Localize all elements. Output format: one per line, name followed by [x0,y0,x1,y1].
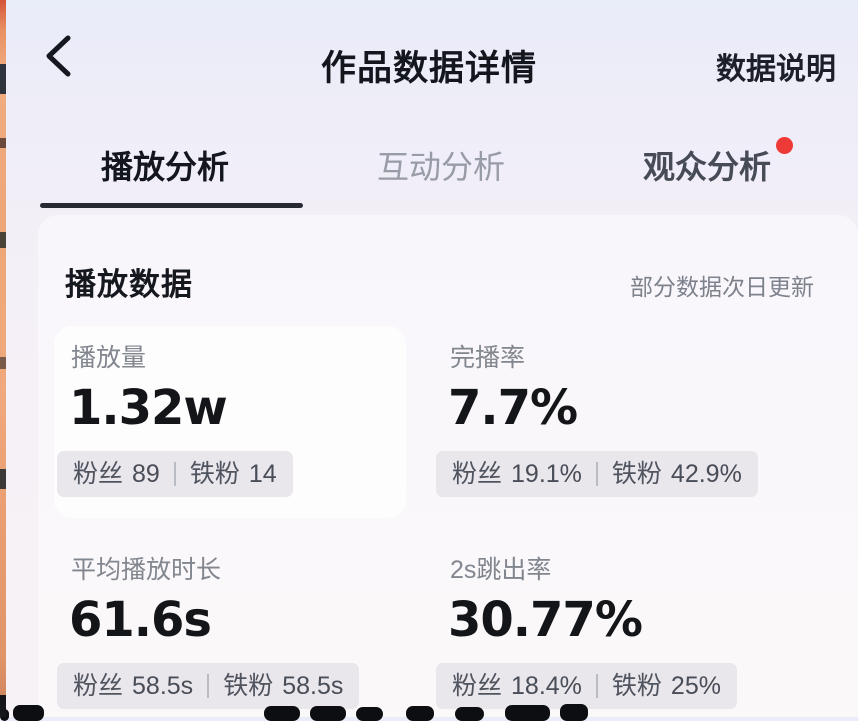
stat-value: 7.7% [448,380,578,436]
stat-value: 30.77% [448,592,643,648]
badge-divider [207,674,210,698]
stat-label: 2s跳出率 [450,556,552,584]
data-explanation-link[interactable]: 数据说明 [716,53,836,86]
back-button[interactable] [36,32,80,80]
stat-label: 平均播放时长 [71,556,222,584]
stat-label: 播放量 [71,344,147,372]
play-data-panel: 播放数据 部分数据次日更新 播放量 1.32w 粉丝 89 铁粉 14 完播率 7.… [38,215,858,717]
stat-fan-breakdown: 粉丝 89 铁粉 14 [57,451,293,497]
back-icon [46,35,71,77]
tab-bar: 播放分析 互动分析 观众分析 [0,108,858,215]
stat-completion-rate[interactable]: 完播率 7.7% 粉丝 19.1% 铁粉 42.9% [436,345,796,497]
tab-interaction-analysis[interactable]: 互动分析 [377,149,506,185]
badge-divider [173,462,176,486]
clipped-next-section [0,699,858,721]
stat-play-count[interactable]: 播放量 1.32w 粉丝 89 铁粉 14 [57,345,417,497]
stat-avg-play-duration[interactable]: 平均播放时长 61.6s 粉丝 58.5s 铁粉 58.5s [57,557,417,709]
panel-title: 播放数据 [65,267,193,302]
active-tab-underline [40,203,303,208]
stat-2s-bounce-rate[interactable]: 2s跳出率 30.77% 粉丝 18.4% 铁粉 25% [436,557,796,709]
panel-update-note: 部分数据次日更新 [630,274,814,300]
badge-divider [595,674,598,698]
stat-value: 61.6s [69,592,212,648]
tab-play-analysis[interactable]: 播放分析 [101,149,230,185]
header: 作品数据详情 数据说明 [0,0,858,108]
stat-fan-breakdown: 粉丝 19.1% 铁粉 42.9% [436,451,758,497]
stat-fan-breakdown: 粉丝 58.5s 铁粉 58.5s [57,663,360,709]
page-title: 作品数据详情 [320,49,537,88]
stat-value: 1.32w [69,380,228,436]
notification-dot [776,137,793,154]
stat-fan-breakdown: 粉丝 18.4% 铁粉 25% [436,663,737,709]
tab-audience-analysis[interactable]: 观众分析 [643,149,772,185]
stat-label: 完播率 [450,344,526,372]
badge-divider [595,462,598,486]
underlying-video-edge [0,0,6,717]
